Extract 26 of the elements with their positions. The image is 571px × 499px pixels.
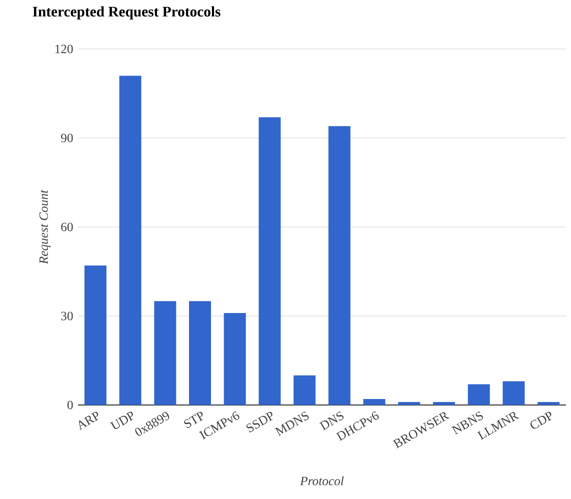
bar: [224, 313, 246, 405]
bar: [294, 375, 316, 405]
bar: [154, 301, 176, 405]
bar: [328, 126, 350, 405]
bar: [398, 402, 420, 405]
y-tick-label: 30: [61, 312, 73, 320]
y-tick-label: 0: [67, 400, 73, 410]
bar: [189, 301, 212, 405]
bar: [84, 266, 106, 405]
x-tick-label: UDP: [110, 412, 134, 429]
bar: [502, 381, 525, 405]
y-tick-label: 120: [55, 44, 73, 54]
chart-title: Intercepted Request Protocols: [32, 6, 220, 20]
x-axis-title: Protocol: [300, 476, 344, 486]
x-tick-label: CDP: [530, 412, 552, 429]
bar: [258, 117, 281, 405]
bar: [538, 402, 560, 405]
y-axis-title: Request Count: [39, 190, 50, 264]
bar: [433, 402, 455, 405]
x-tick-label: ARP: [78, 412, 98, 430]
y-tick-label: 60: [61, 222, 73, 232]
bar: [363, 399, 386, 405]
bar: [119, 76, 142, 405]
y-tick-label: 90: [61, 134, 73, 142]
x-tick-label: SSDP: [246, 412, 273, 432]
bar: [468, 384, 490, 405]
